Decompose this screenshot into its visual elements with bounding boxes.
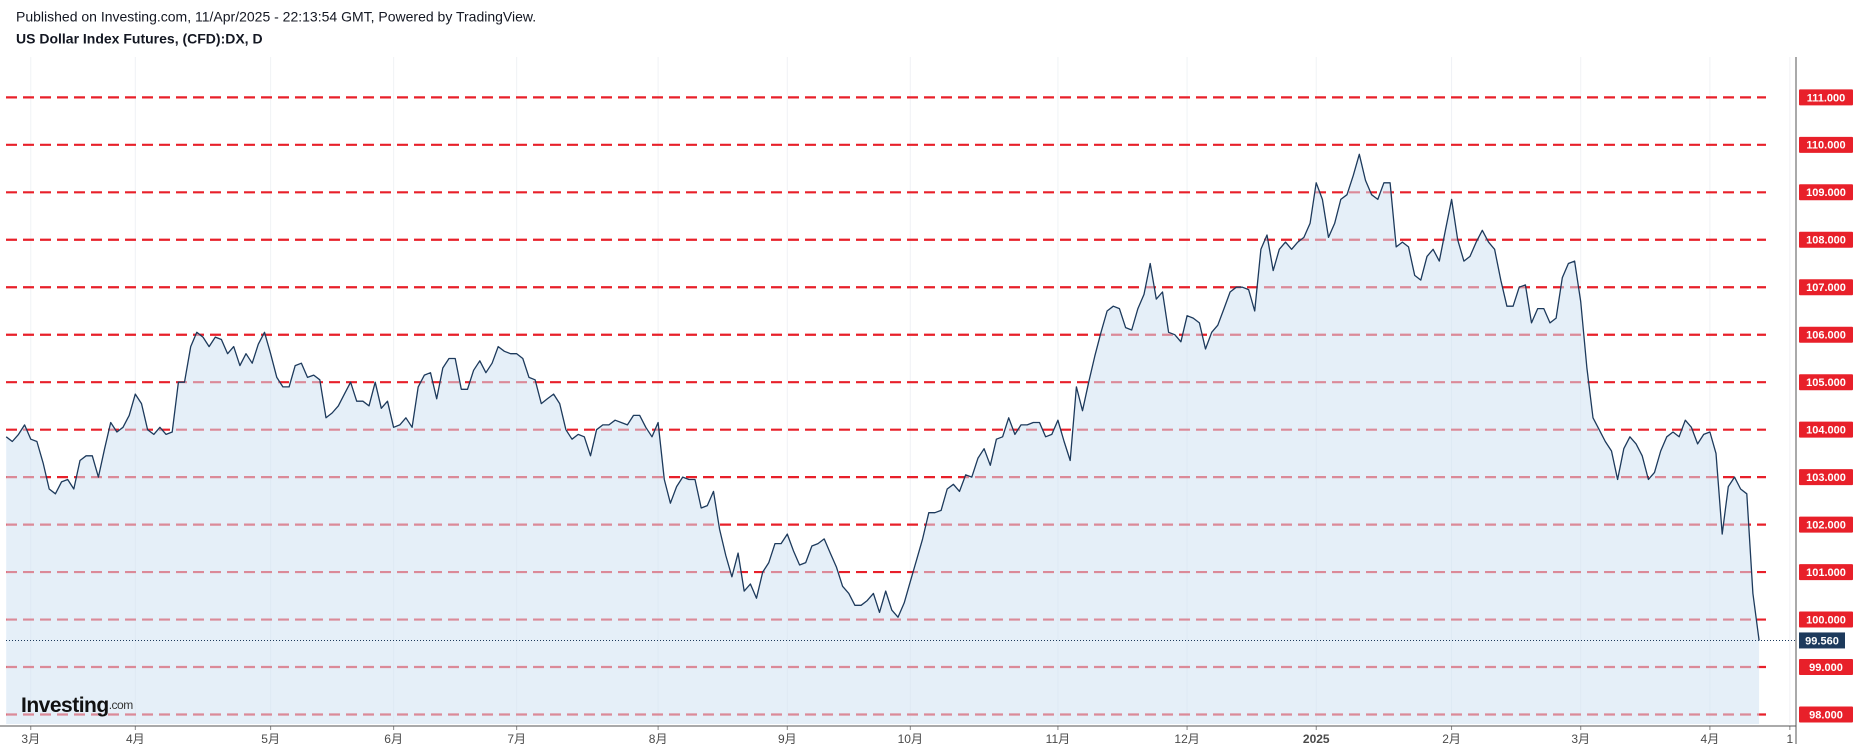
x-tick-label: 7月: [507, 732, 526, 746]
y-tick-box: [1799, 469, 1853, 486]
chart-title: US Dollar Index Futures, (CFD):DX, D: [16, 31, 263, 47]
last-price-box: [1799, 632, 1845, 649]
x-tick-label: 3月: [1571, 732, 1590, 746]
y-tick-box: [1799, 326, 1853, 343]
published-note: Published on Investing.com, 11/Apr/2025 …: [16, 9, 536, 25]
x-tick-label: 11月: [1046, 732, 1070, 746]
y-tick-label: 105.000: [1806, 377, 1846, 389]
x-tick-label: 4月: [1701, 732, 1720, 746]
y-tick-label: 107.000: [1806, 282, 1846, 294]
y-tick-label: 99.000: [1809, 662, 1843, 674]
y-tick-box: [1799, 184, 1853, 201]
y-tick-box: [1799, 374, 1853, 391]
x-tick-label: 5月: [261, 732, 280, 746]
y-tick-box: [1799, 706, 1853, 723]
y-tick-box: [1799, 279, 1853, 296]
price-line: [5, 153, 1760, 641]
y-tick-box: [1799, 564, 1853, 581]
watermark-brand: Investing.com: [21, 694, 133, 717]
y-tick-label: 111.000: [1807, 92, 1846, 104]
y-tick-label: 109.000: [1806, 187, 1846, 199]
y-tick-label: 108.000: [1806, 235, 1846, 247]
axes: 3月 4月 5月 6月 7月 8月 9月 10月 11月 12月 2025 2月 3月 4月 1 111.00…: [0, 57, 1853, 746]
y-tick-box: [1799, 136, 1853, 153]
y-tick-label: 102.000: [1806, 520, 1846, 532]
y-tick-label: 103.000: [1806, 472, 1846, 484]
x-tick-label: 6月: [384, 732, 403, 746]
y-tick-label: 110.000: [1806, 140, 1845, 152]
y-tick-label: 98.000: [1809, 709, 1843, 721]
y-tick-box: [1799, 421, 1853, 438]
watermark-brand-text: Investing: [21, 694, 109, 717]
last-price-label: 99.560: [1805, 635, 1839, 647]
x-tick-label: 3月: [21, 732, 40, 746]
x-tick-label: 12月: [1174, 732, 1199, 746]
area-fill: [6, 154, 1760, 725]
y-tick-label: 101.000: [1806, 567, 1846, 579]
x-tick-label: 9月: [778, 732, 797, 746]
x-tick-label: 2025: [1303, 732, 1330, 746]
x-tick-label: 2月: [1442, 732, 1461, 746]
x-tick-label: 10月: [898, 732, 923, 746]
x-tick-label: 1: [1787, 732, 1794, 746]
y-tick-box: [1799, 231, 1853, 248]
watermark-suffix: .com: [109, 698, 134, 712]
x-tick-label: 4月: [126, 732, 145, 746]
series: [5, 153, 1796, 725]
y-tick-label: 104.000: [1806, 425, 1846, 437]
x-tick-label: 8月: [649, 732, 668, 746]
y-tick-box: [1799, 89, 1853, 106]
y-tick-label: 100.000: [1806, 614, 1846, 626]
y-tick-box: [1799, 611, 1853, 628]
y-tick-box: [1799, 659, 1853, 676]
y-tick-label: 106.000: [1806, 330, 1846, 342]
y-tick-box: [1799, 516, 1853, 533]
